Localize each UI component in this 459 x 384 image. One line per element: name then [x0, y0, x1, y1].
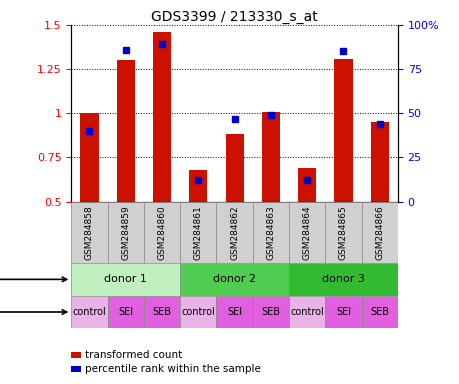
Text: SEB: SEB	[152, 307, 171, 317]
Bar	[180, 202, 216, 263]
Bar	[370, 122, 388, 202]
Text: GSM284858: GSM284858	[85, 205, 94, 260]
Bar	[361, 296, 397, 328]
Bar	[252, 296, 288, 328]
Text: GSM284866: GSM284866	[375, 205, 383, 260]
Bar	[288, 296, 325, 328]
Bar	[144, 296, 180, 328]
Bar	[152, 32, 171, 202]
Bar	[325, 296, 361, 328]
Text: agent: agent	[0, 307, 67, 317]
Text: control: control	[73, 307, 106, 317]
Bar	[144, 202, 180, 263]
Bar	[261, 111, 280, 202]
Text: donor 3: donor 3	[321, 274, 364, 285]
Text: GSM284864: GSM284864	[302, 205, 311, 260]
Text: control: control	[181, 307, 215, 317]
Text: individual: individual	[0, 274, 67, 285]
Bar	[117, 60, 134, 202]
Bar	[361, 202, 397, 263]
Text: GSM284862: GSM284862	[230, 205, 239, 260]
Bar	[71, 202, 107, 263]
Text: GSM284861: GSM284861	[193, 205, 202, 260]
Bar	[288, 263, 397, 296]
Text: SEI: SEI	[335, 307, 350, 317]
Bar	[71, 296, 107, 328]
Text: GSM284865: GSM284865	[338, 205, 347, 260]
Bar	[334, 58, 352, 202]
Bar	[180, 296, 216, 328]
Text: transformed count: transformed count	[85, 350, 182, 360]
Bar	[297, 168, 316, 202]
Bar	[180, 263, 288, 296]
Text: GSM284859: GSM284859	[121, 205, 130, 260]
Text: GSM284860: GSM284860	[157, 205, 166, 260]
Bar	[325, 202, 361, 263]
Bar	[288, 202, 325, 263]
Bar	[80, 113, 98, 202]
Text: SEI: SEI	[227, 307, 241, 317]
Bar	[252, 202, 288, 263]
Bar	[189, 170, 207, 202]
Text: SEB: SEB	[369, 307, 388, 317]
Text: SEI: SEI	[118, 307, 133, 317]
Text: donor 2: donor 2	[213, 274, 256, 285]
Text: GSM284863: GSM284863	[266, 205, 275, 260]
Bar	[225, 134, 243, 202]
Text: control: control	[290, 307, 323, 317]
Bar	[71, 263, 180, 296]
Bar	[107, 296, 144, 328]
Text: SEB: SEB	[261, 307, 280, 317]
Bar	[107, 202, 144, 263]
Text: percentile rank within the sample: percentile rank within the sample	[85, 364, 260, 374]
Text: donor 1: donor 1	[104, 274, 147, 285]
Bar	[216, 202, 252, 263]
Title: GDS3399 / 213330_s_at: GDS3399 / 213330_s_at	[151, 10, 317, 24]
Bar	[216, 296, 252, 328]
